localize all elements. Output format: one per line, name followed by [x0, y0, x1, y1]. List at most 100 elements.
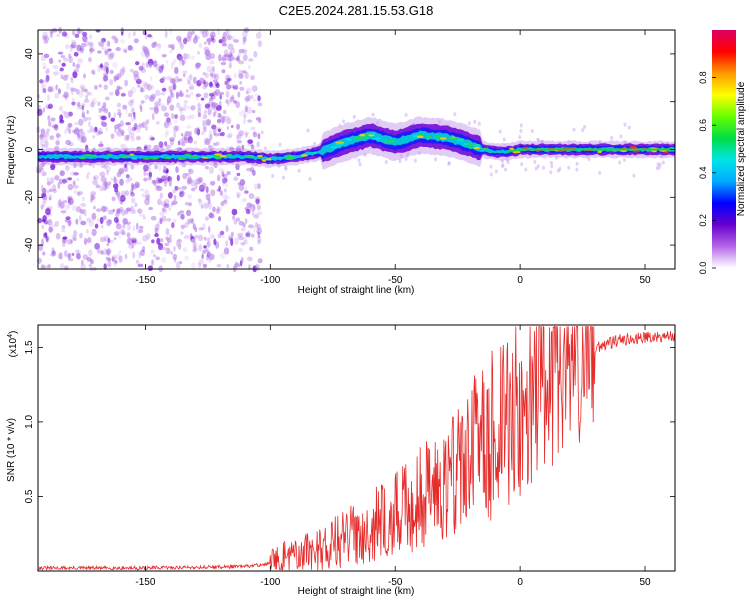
spectrogram-noise-point [271, 173, 275, 178]
spectrogram-noise-point [67, 219, 72, 227]
spectrogram-peak-blob [142, 157, 151, 160]
spectrogram-noise-point [246, 202, 252, 208]
spectrogram-noise-point [83, 116, 88, 122]
spectrogram-noise-point [42, 88, 47, 94]
spectrogram-noise-point [40, 264, 45, 270]
spectrogram-noise-point [77, 27, 81, 35]
spectrogram-noise-point [78, 90, 84, 98]
spectrogram-noise-point [473, 119, 477, 124]
spectrogram-noise-point [178, 59, 182, 66]
spectrogram-noise-point [183, 103, 188, 109]
spectrogram-noise-point [40, 205, 44, 210]
spectrogram-noise-point [189, 114, 195, 120]
spectrogram-noise-point [342, 119, 346, 124]
spectrogram-noise-point [127, 90, 133, 98]
spectrogram-noise-point [198, 186, 203, 191]
spectrogram-noise-point [145, 118, 150, 124]
spectrogram-ytick-label: 20 [24, 96, 35, 108]
spectrogram-noise-point [254, 221, 259, 228]
spectrogram-noise-point [48, 194, 53, 201]
spectrogram-noise-point [138, 65, 144, 71]
spectrogram-noise-point [85, 94, 89, 100]
spectrogram-noise-point [80, 259, 84, 266]
spectrogram-noise-point [134, 181, 140, 189]
spectrogram-noise-point [155, 121, 160, 125]
spectrogram-noise-point [166, 130, 170, 136]
spectrogram-noise-point [174, 113, 178, 120]
spectrogram-noise-point [119, 206, 124, 212]
spectrogram-noise-point [352, 114, 356, 119]
spectrogram-noise-point [54, 175, 60, 181]
spectrogram-noise-point [79, 84, 86, 90]
spectrogram-noise-point [251, 209, 255, 217]
spectrogram-noise-point [204, 82, 208, 88]
spectrogram-noise-point [98, 143, 104, 147]
spectrogram-noise-point [65, 216, 71, 221]
spectrogram-noise-point [187, 176, 192, 183]
spectrogram-noise-point [204, 165, 209, 170]
spectrogram-noise-point [76, 101, 81, 108]
spectrogram-noise-point [132, 225, 136, 232]
spectrogram-noise-point [198, 77, 205, 84]
spectrogram-noise-point [147, 265, 153, 272]
spectrogram-peak-blob [106, 153, 113, 156]
spectrogram-noise-point [221, 37, 226, 45]
spectrogram-noise-point [135, 78, 142, 85]
spectrogram-noise-point [175, 186, 182, 190]
spectrogram-noise-point [238, 48, 245, 53]
spectrogram-noise-point [114, 88, 120, 97]
spectrogram-noise-point [238, 73, 244, 80]
spectrogram-noise-point [192, 223, 196, 230]
spectrogram-noise-point [72, 237, 77, 241]
spectrogram-noise-point [197, 198, 202, 203]
spectrogram-noise-point [177, 140, 181, 146]
spectrogram-noise-point [202, 249, 207, 254]
spectrogram-noise-point [169, 234, 172, 240]
spectrogram-noise-point [67, 204, 71, 209]
spectrogram-peak-blob [149, 157, 160, 160]
spectrogram-noise-point [583, 125, 587, 130]
spectrogram-noise-point [112, 208, 115, 213]
spectrogram-noise-point [175, 91, 179, 99]
spectrogram-noise-point [104, 96, 110, 101]
spectrogram-noise-point [205, 216, 209, 221]
spectrogram-ytick-label: -40 [24, 237, 35, 252]
spectrogram-noise-point [140, 100, 145, 104]
spectrogram-noise-point [128, 99, 134, 107]
spectrogram-peak-blob [390, 140, 396, 143]
spectrogram-noise-point [106, 250, 110, 257]
spectrogram-noise-point [153, 60, 158, 68]
spectrogram-peak-blob [335, 143, 344, 146]
spectrogram-noise-point [125, 207, 132, 212]
spectrogram-noise-point [489, 164, 493, 169]
spectrogram-noise-point [39, 134, 46, 138]
spectrogram-noise-point [229, 96, 235, 101]
spectrogram-noise-point [65, 126, 69, 133]
spectrogram-noise-point [99, 140, 103, 147]
spectrogram-noise-point [206, 240, 210, 248]
spectrogram-noise-point [120, 92, 126, 97]
spectrogram-noise-point [72, 180, 76, 186]
spectrogram-noise-point [42, 215, 48, 222]
spectrogram-noise-point [159, 192, 163, 199]
spectrogram-noise-point [58, 199, 62, 206]
spectrogram-noise-point [250, 94, 254, 99]
spectrogram-noise-point [212, 142, 218, 146]
spectrogram-noise-point [181, 59, 185, 66]
spectrogram-noise-point [101, 46, 105, 50]
spectrogram-noise-point [213, 111, 216, 118]
spectrogram-noise-point [159, 218, 163, 225]
spectrogram-noise-point [89, 125, 94, 132]
spectrogram-noise-point [195, 178, 202, 185]
spectrogram-noise-point [91, 195, 97, 200]
spectrogram-noise-point [104, 181, 109, 188]
spectrogram-noise-point [248, 65, 251, 70]
spectrogram-noise-point [519, 129, 523, 134]
spectrogram-noise-point [467, 121, 471, 126]
spectrogram-noise-point [37, 243, 44, 251]
spectrogram-noise-point [217, 128, 221, 133]
spectrogram-noise-point [91, 101, 95, 109]
spectrogram-noise-point [164, 208, 168, 214]
spectrogram-noise-point [225, 74, 231, 82]
spectrogram-noise-point [186, 114, 191, 120]
